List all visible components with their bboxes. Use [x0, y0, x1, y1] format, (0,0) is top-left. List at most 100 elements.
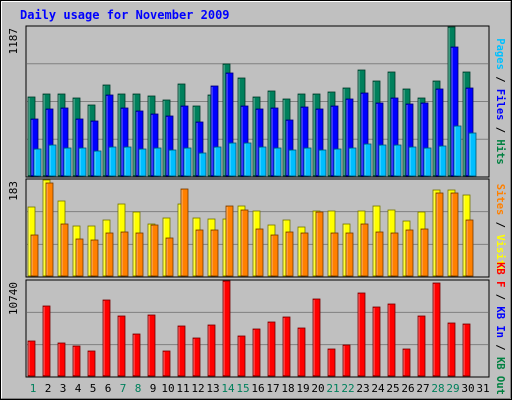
bar [228, 142, 237, 177]
bar [255, 228, 264, 277]
bar [72, 345, 81, 377]
bar [453, 125, 462, 177]
bar [243, 142, 252, 177]
x-tick-label: 10 [161, 382, 174, 395]
bar [417, 315, 426, 377]
bar [432, 282, 441, 377]
bar [273, 147, 282, 177]
bar [348, 147, 357, 177]
bar [408, 146, 417, 177]
bar [420, 228, 429, 277]
bar [222, 280, 231, 377]
axis-label-part: / [494, 215, 506, 234]
bar [393, 144, 402, 177]
series-kb-f [27, 280, 471, 377]
bar [438, 145, 447, 177]
bar [123, 146, 132, 177]
x-tick-label: 26 [401, 382, 414, 395]
x-tick-label: 27 [416, 382, 429, 395]
x-tick-label: 23 [356, 382, 369, 395]
x-tick-label: 11 [176, 382, 189, 395]
bar [327, 348, 336, 377]
bar [210, 229, 219, 277]
bar [402, 348, 411, 377]
x-tick-label: 22 [341, 382, 354, 395]
x-tick-label: 3 [60, 382, 67, 395]
bar [135, 232, 144, 277]
axis-label-part: Hits [494, 139, 506, 164]
bar [450, 192, 459, 277]
bar [390, 232, 399, 277]
x-tick-label: 4 [75, 382, 82, 395]
x-tick-label: 20 [311, 382, 324, 395]
x-tick-label: 12 [191, 382, 204, 395]
axis-label-part: KB In [494, 306, 506, 338]
bar [357, 292, 366, 377]
bar [462, 323, 471, 377]
bar [45, 182, 54, 277]
bar [33, 148, 42, 177]
x-tick-label: 19 [296, 382, 309, 395]
x-tick-label: 16 [251, 382, 264, 395]
bar [372, 306, 381, 377]
bar [195, 229, 204, 277]
bar [87, 350, 96, 377]
axis-label-part: / [494, 338, 506, 357]
bar [105, 232, 114, 277]
axis-label-part: Sites [494, 184, 506, 216]
bar [60, 223, 69, 277]
axis-label-part: / [494, 287, 506, 306]
bar [312, 298, 321, 377]
panel-kbytes: 10740 KB F / KB In / KB Out [7, 262, 506, 395]
bar [318, 149, 327, 177]
bar [363, 143, 372, 177]
x-tick-label: 7 [120, 382, 127, 395]
bar [240, 209, 249, 277]
x-tick-label: 14 [221, 382, 235, 395]
axis-label-part: Visits [494, 234, 506, 272]
bar [360, 223, 369, 277]
bar [168, 149, 177, 177]
panel-axis-label: Sites / Visits [494, 184, 506, 273]
x-tick-label: 18 [281, 382, 294, 395]
axis-label-part: Files [494, 89, 506, 121]
y-max-label: 1187 [7, 28, 20, 55]
x-tick-label: 9 [150, 382, 157, 395]
bar [303, 147, 312, 177]
axis-label-part: Pages [494, 38, 506, 70]
y-max-label: 10740 [7, 282, 20, 315]
bar [147, 314, 156, 377]
bar [63, 147, 72, 177]
bar [225, 205, 234, 277]
bar [90, 239, 99, 277]
series-pages [33, 125, 477, 177]
bar [435, 192, 444, 277]
bar [120, 231, 129, 277]
bar [30, 234, 39, 277]
bar [192, 337, 201, 377]
bar [447, 322, 456, 377]
bar [285, 231, 294, 277]
bar [57, 342, 66, 377]
panel-visits-sites: 183 Sites / Visits [7, 178, 506, 278]
x-tick-label: 28 [431, 382, 444, 395]
series-sites [30, 182, 474, 277]
bar [153, 147, 162, 177]
bar [42, 305, 51, 377]
panel-hits-files-pages: 1187 Pages / Files / Hits [7, 25, 506, 178]
bar [270, 234, 279, 277]
bar [75, 238, 84, 277]
bar [48, 144, 57, 177]
panel-axis-label: KB F / KB In / KB Out [494, 262, 506, 395]
x-tick-label: 21 [326, 382, 339, 395]
x-tick-label: 17 [266, 382, 279, 395]
bar [375, 231, 384, 277]
bar [198, 152, 207, 177]
x-tick-label: 31 [476, 382, 489, 395]
bar [282, 316, 291, 377]
bar [345, 232, 354, 277]
x-tick-label: 25 [386, 382, 399, 395]
axis-label-part: KB F [494, 262, 506, 287]
